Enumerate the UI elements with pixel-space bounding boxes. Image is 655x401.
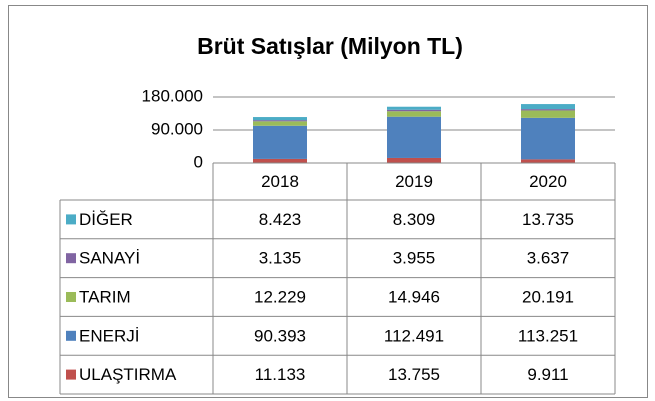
bar	[253, 121, 307, 126]
legend-swatch	[66, 292, 76, 302]
data-label: 12.229	[254, 287, 306, 306]
data-label: 13.735	[522, 210, 574, 229]
legend-label: DİĞER	[79, 210, 133, 229]
x-tick-label: 2020	[529, 172, 567, 191]
data-label: 8.423	[259, 210, 302, 229]
bar	[253, 125, 307, 159]
chart-border	[8, 5, 648, 398]
y-tick-label: 90.000	[151, 119, 203, 138]
bar	[253, 158, 307, 163]
data-label: 3.955	[393, 249, 436, 268]
legend-swatch	[66, 369, 76, 380]
data-label: 9.911	[527, 365, 568, 384]
bar	[387, 106, 441, 110]
bar	[521, 110, 575, 118]
bar	[387, 111, 441, 117]
legend-label: ENERJİ	[79, 326, 139, 345]
bar	[521, 159, 575, 163]
data-label: 14.946	[388, 287, 440, 306]
data-label: 11.133	[255, 365, 306, 384]
bar	[387, 157, 441, 163]
legend-swatch	[66, 214, 76, 225]
bar	[253, 120, 307, 122]
legend-label: SANAYİ	[79, 249, 140, 268]
legend-label: ULAŞTIRMA	[79, 365, 177, 384]
bar	[387, 116, 441, 158]
data-label: 3.135	[259, 249, 302, 268]
legend-swatch	[66, 330, 76, 341]
bar	[521, 117, 575, 160]
data-label: 112.491	[384, 326, 444, 345]
data-label: 113.251	[518, 326, 578, 345]
data-label: 90.393	[254, 326, 306, 345]
data-label: 8.309	[393, 210, 436, 229]
bar	[521, 104, 575, 110]
legend-label: TARIM	[79, 287, 131, 306]
x-tick-label: 2018	[261, 172, 299, 191]
data-label: 3.637	[527, 249, 570, 268]
legend-swatch	[66, 253, 76, 264]
bar	[387, 109, 441, 112]
data-label: 20.191	[522, 287, 574, 306]
x-tick-label: 2019	[395, 172, 433, 191]
y-tick-label: 180.000	[142, 86, 203, 105]
bar	[521, 109, 575, 111]
data-label: 13.755	[388, 365, 440, 384]
chart-title: Brüt Satışlar (Milyon TL)	[197, 33, 463, 59]
bar	[253, 117, 307, 121]
y-tick-label: 0	[194, 152, 203, 171]
